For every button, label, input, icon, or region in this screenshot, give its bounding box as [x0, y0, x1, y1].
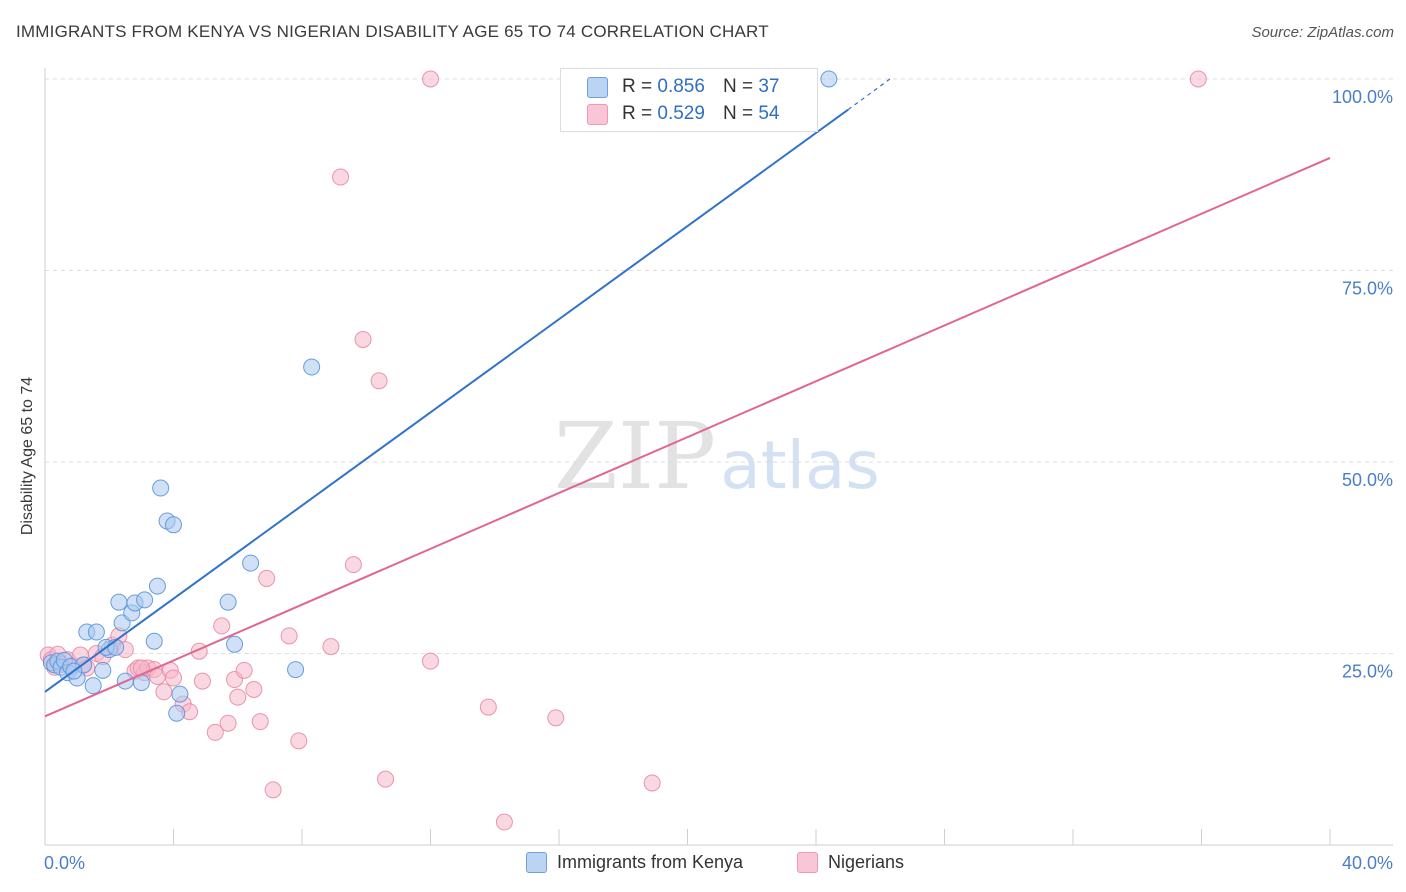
legend-nigeria-r-label: R = — [622, 103, 653, 124]
chart-title: IMMIGRANTS FROM KENYA VS NIGERIAN DISABI… — [16, 22, 769, 41]
bottom-legend-label-kenya: Immigrants from Kenya — [557, 852, 744, 872]
trend-layer — [44, 78, 1331, 718]
nigeria-point — [344, 556, 362, 574]
kenya-trend-extension — [847, 78, 891, 111]
nigeria-point — [229, 688, 247, 706]
legend-nigeria-n-value: 54 — [758, 103, 780, 124]
bottom-legend-kenya: Immigrants from Kenya — [526, 852, 743, 873]
bottom-legend-swatch-nigeria — [797, 852, 818, 873]
legend-kenya-n-label: N = — [722, 76, 754, 97]
nigeria-point — [643, 774, 661, 792]
kenya-point — [303, 358, 321, 376]
bottom-legend-label-nigeria: Nigerians — [828, 852, 905, 872]
kenya-point — [87, 623, 105, 641]
x-tick-label: 40.0% — [1342, 853, 1393, 873]
nigeria-point — [354, 330, 372, 348]
kenya-point — [136, 591, 154, 609]
source-label: Source: ZipAtlas.com — [1251, 24, 1394, 41]
kenya-point — [148, 577, 166, 595]
nigeria-point — [193, 672, 211, 690]
kenya-point — [219, 593, 237, 611]
kenya-point — [165, 516, 182, 534]
kenya-point — [145, 632, 163, 650]
kenya-point — [168, 704, 186, 722]
y-tick-label: 100.0% — [1332, 87, 1393, 107]
nigeria-point — [264, 781, 282, 799]
legend-kenya-r-value: 0.856 — [657, 76, 705, 97]
nigeria-point — [165, 669, 182, 687]
legend-row-nigeria: R = 0.529 N = 54 — [587, 102, 779, 126]
kenya-point — [287, 661, 305, 679]
nigeria-point — [377, 770, 395, 788]
legend-kenya-n-value: 37 — [758, 76, 780, 97]
kenya-point — [226, 635, 244, 653]
legend-swatch-kenya — [587, 76, 608, 98]
kenya-point — [171, 685, 189, 703]
watermark-zip: ZIP — [554, 403, 716, 510]
nigeria-point — [290, 732, 308, 750]
tick-labels: 25.0% 50.0% 75.0% 100.0% 0.0% 40.0% — [44, 87, 1393, 873]
correlation-legend: R = 0.856 N = 37 R = 0.529 N = 54 — [560, 68, 818, 132]
nigeria-point — [1189, 70, 1207, 88]
kenya-point — [110, 593, 128, 611]
nigeria-point — [322, 638, 340, 656]
nigeria-trend-line — [44, 156, 1331, 718]
nigeria-point — [155, 683, 173, 701]
legend-swatch-nigeria — [587, 103, 608, 125]
kenya-point — [820, 70, 838, 88]
nigeria-point — [422, 70, 439, 88]
legend-nigeria-n-label: N = — [722, 103, 754, 124]
watermark: ZIP atlas — [554, 403, 880, 510]
axis-layer — [44, 68, 1393, 846]
legend-row-kenya: R = 0.856 N = 37 — [587, 75, 779, 99]
kenya-point — [152, 479, 170, 497]
y-tick-label: 25.0% — [1342, 662, 1393, 682]
grid-layer — [45, 78, 1393, 654]
nigeria-point — [258, 569, 276, 587]
kenya-point — [242, 554, 260, 572]
nigeria-point — [251, 713, 269, 731]
nigeria-point — [479, 698, 497, 716]
kenya-point — [84, 677, 102, 695]
kenya-point — [94, 661, 112, 679]
y-tick-label: 75.0% — [1342, 279, 1393, 299]
nigeria-point — [370, 372, 388, 390]
x-tick-label: 0.0% — [44, 853, 85, 873]
legend-kenya-r-label: R = — [622, 76, 653, 97]
nigeria-point — [219, 714, 237, 732]
y-tick-label: 50.0% — [1342, 470, 1393, 490]
nigeria-point — [547, 709, 565, 727]
nigeria-point — [332, 168, 350, 186]
legend-nigeria-r-value: 0.529 — [657, 103, 705, 124]
nigeria-point — [422, 652, 439, 670]
nigeria-point — [495, 813, 513, 831]
watermark-atlas: atlas — [720, 427, 880, 504]
kenya-trend-line — [44, 108, 849, 693]
nigeria-point — [213, 617, 231, 635]
nigeria-point — [245, 681, 263, 699]
bottom-legend-swatch-kenya — [526, 852, 547, 873]
nigeria-point — [235, 661, 253, 679]
nigeria-point — [206, 723, 224, 741]
nigeria-point — [280, 627, 298, 645]
bottom-legend-nigeria: Nigerians — [797, 852, 904, 873]
